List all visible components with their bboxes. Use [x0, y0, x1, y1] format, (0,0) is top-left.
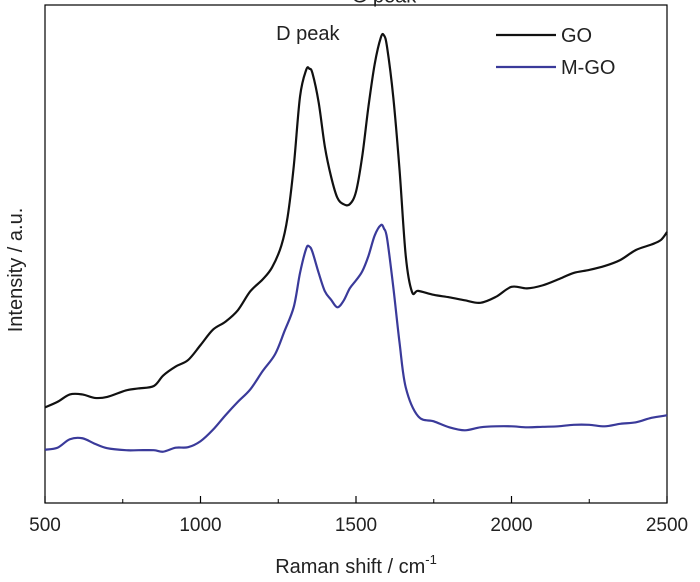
series-layer	[44, 32, 668, 453]
x-axis-label-text: Raman shift / cm	[275, 556, 425, 578]
x-tick-label-2000: 2000	[490, 515, 532, 536]
x-tick-label-1500: 1500	[335, 515, 377, 536]
annotation-d-peak: D peak	[276, 23, 340, 45]
legend-label-m-go: M-GO	[561, 57, 615, 79]
x-axis-ticks: 500 1000 1500 2000 2500	[29, 496, 688, 536]
series-line-m-go	[44, 223, 668, 453]
y-axis-label: Intensity / a.u.	[5, 208, 27, 333]
x-tick-label-500: 500	[29, 515, 61, 536]
series-line-go	[44, 32, 668, 409]
legend-label-go: GO	[561, 25, 592, 47]
plot-frame	[44, 4, 668, 504]
annotation-g-peak: G peak	[352, 0, 417, 8]
legend: GO M-GO	[496, 25, 615, 79]
x-axis-label: Raman shift / cm-1	[275, 552, 437, 578]
annotation-layer: D peak G peak	[276, 0, 417, 45]
x-axis-label-superscript: -1	[425, 552, 437, 567]
x-tick-label-1000: 1000	[179, 515, 221, 536]
x-tick-label-2500: 2500	[646, 515, 688, 536]
